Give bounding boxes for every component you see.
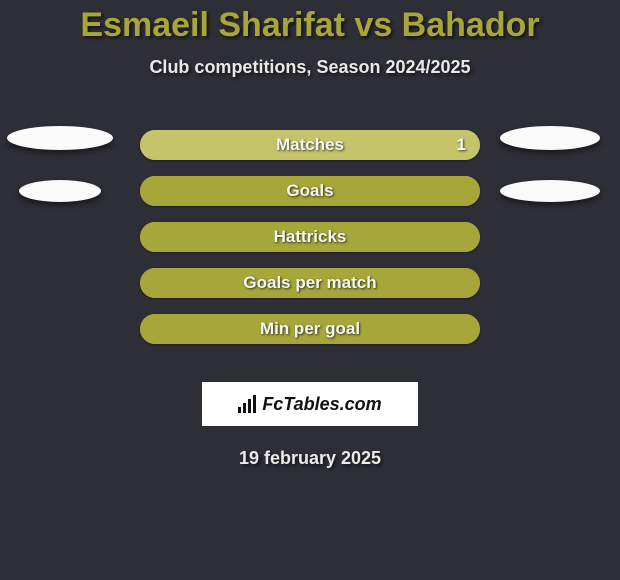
brand-badge: FcTables.com — [202, 382, 418, 426]
avatar-placeholder — [19, 180, 101, 202]
stat-pill: Min per goal — [140, 314, 480, 344]
stat-pill: Matches 1 — [140, 130, 480, 160]
avatar-placeholder — [500, 126, 600, 150]
comparison-date: 19 february 2025 — [0, 448, 620, 469]
stat-label: Goals per match — [243, 273, 376, 293]
comparison-title: Esmaeil Sharifat vs Bahador — [0, 0, 620, 45]
stat-pill: Goals per match — [140, 268, 480, 298]
stat-label: Min per goal — [260, 319, 360, 339]
stats-container: Matches 1 Goals Hattricks Goals per match Min… — [0, 122, 620, 352]
avatar-placeholder — [500, 180, 600, 202]
comparison-subtitle: Club competitions, Season 2024/2025 — [0, 57, 620, 78]
stat-value-right: 1 — [457, 135, 466, 155]
stat-label: Hattricks — [274, 227, 347, 247]
stat-label: Matches — [276, 135, 344, 155]
stat-label: Goals — [286, 181, 333, 201]
stat-row: Min per goal — [0, 306, 620, 352]
stat-row: Hattricks — [0, 214, 620, 260]
stat-pill: Goals — [140, 176, 480, 206]
stat-row: Goals per match — [0, 260, 620, 306]
brand-label: FcTables.com — [262, 394, 381, 415]
stat-pill: Hattricks — [140, 222, 480, 252]
avatar-placeholder — [7, 126, 113, 150]
bar-chart-icon — [238, 395, 256, 413]
